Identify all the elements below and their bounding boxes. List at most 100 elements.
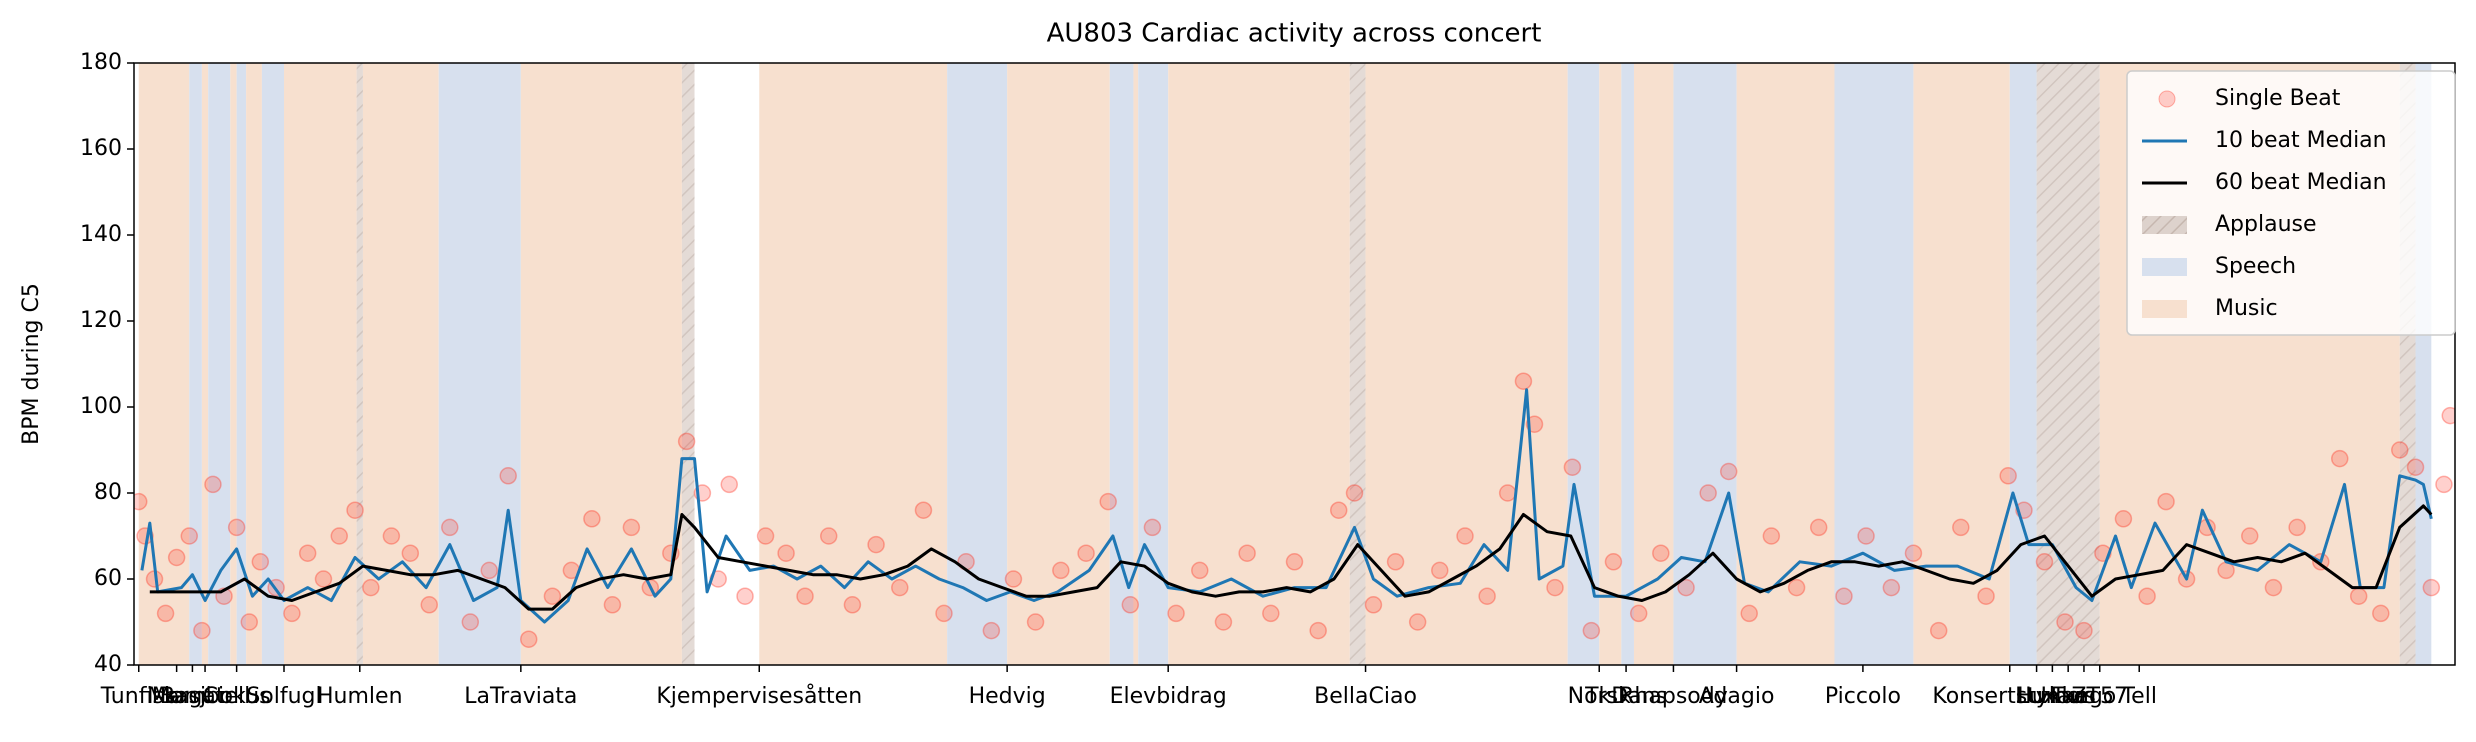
beat-point — [1121, 596, 1140, 614]
beat-point — [2114, 510, 2133, 528]
beat-point — [283, 604, 301, 623]
x-tick-label: LaTraviata — [464, 684, 577, 709]
beat-point — [2075, 621, 2093, 640]
median-line — [149, 504, 2433, 611]
beat-point — [1740, 604, 1758, 623]
beat-point — [1835, 587, 1853, 605]
beat-point — [1262, 604, 1280, 623]
axes-frame — [133, 62, 2456, 666]
beat-point — [1999, 467, 2017, 485]
beat-point — [1167, 604, 1185, 623]
beat-point — [2441, 406, 2455, 425]
beat-point — [756, 527, 775, 545]
beat-point — [480, 561, 499, 580]
region — [1109, 63, 1134, 665]
x-tick-label: Elevbidrag — [1110, 684, 1227, 709]
region — [947, 63, 1008, 665]
beat-point — [720, 475, 738, 494]
region — [1633, 63, 1674, 665]
x-tick-label: Rhapsody — [1619, 684, 1728, 709]
beat-point — [1004, 570, 1023, 588]
x-tick-label: Tell — [2120, 684, 2156, 709]
beat-point — [603, 596, 622, 614]
beat-point — [1309, 621, 1327, 640]
beat-point — [227, 518, 246, 537]
legend-label: 60 beat Median — [2215, 170, 2387, 195]
beat-point — [156, 604, 175, 623]
beat-point — [330, 527, 349, 545]
region — [520, 63, 682, 665]
beat-point — [843, 596, 862, 614]
region — [356, 63, 363, 665]
beat-point — [461, 613, 480, 631]
beat-point — [1285, 553, 1304, 571]
region — [1599, 63, 1622, 665]
region — [2009, 63, 2037, 665]
beat-point — [1514, 372, 1533, 390]
region — [230, 63, 237, 665]
legend-patch — [2142, 216, 2187, 234]
beat-point — [1478, 587, 1496, 605]
beat-point — [1677, 578, 1695, 597]
y-tick-label: 100 — [80, 394, 122, 419]
x-tick-label: Solfugl — [246, 684, 321, 709]
beat-point — [134, 492, 148, 511]
beat-point — [441, 518, 459, 537]
y-tick-label: 180 — [80, 50, 122, 75]
region — [681, 63, 695, 665]
x-tick-label: BellaCiao — [1314, 684, 1417, 709]
legend-label: Music — [2215, 296, 2278, 321]
beat-point — [1329, 501, 1348, 519]
beat-point — [1026, 613, 1045, 631]
beat-point — [777, 544, 795, 562]
beat-point — [677, 432, 696, 451]
plot-area — [134, 63, 2455, 665]
beat-point — [2422, 578, 2441, 597]
y-tick-label: 120 — [80, 308, 122, 333]
x-tick-label: Tunfisk — [100, 684, 177, 709]
beat-point — [891, 578, 909, 597]
x-tick-label: Mambo — [152, 684, 233, 709]
x-tick-label: Konsertstykke — [1932, 684, 2087, 709]
beat-point — [543, 587, 562, 605]
x-tick-label: Cirkus — [203, 684, 271, 709]
beat-point — [204, 475, 222, 494]
x-tick-label: Haus — [2040, 684, 2095, 709]
y-tick-label: 140 — [80, 222, 122, 247]
x-tick-label: Piccolo — [1825, 684, 1901, 709]
y-tick-label: 40 — [94, 652, 122, 677]
beat-point — [1787, 578, 1806, 597]
legend-marker — [2158, 90, 2176, 108]
beat-point — [1882, 578, 1901, 597]
legend-label: Speech — [2215, 254, 2296, 279]
beat-point — [2240, 527, 2259, 545]
region — [138, 63, 190, 665]
beat-point — [2390, 441, 2409, 459]
region — [283, 63, 357, 665]
beat-point — [1386, 553, 1405, 571]
beat-point — [401, 544, 420, 562]
beat-point — [1077, 544, 1095, 562]
beat-point — [2406, 458, 2425, 476]
x-tick-label: Adagio — [1699, 684, 1775, 709]
region — [1133, 63, 1139, 665]
region — [1349, 63, 1366, 665]
beat-point — [1652, 544, 1670, 562]
beat-point — [519, 630, 538, 648]
region — [1621, 63, 1634, 665]
beat-point — [736, 587, 754, 605]
beat-point — [420, 596, 439, 614]
beat-point — [796, 587, 814, 605]
x-tick-label: TkDans — [1584, 684, 1667, 709]
region — [246, 63, 262, 665]
region — [1168, 63, 1350, 665]
beat-point — [314, 570, 333, 588]
beat-point — [2138, 587, 2156, 605]
beat-point — [1809, 518, 1828, 537]
y-tick-label: 80 — [94, 480, 122, 505]
beat-point — [2288, 518, 2306, 537]
beat-point — [193, 621, 211, 640]
beat-point — [1952, 518, 1970, 537]
beat-point — [914, 501, 933, 519]
